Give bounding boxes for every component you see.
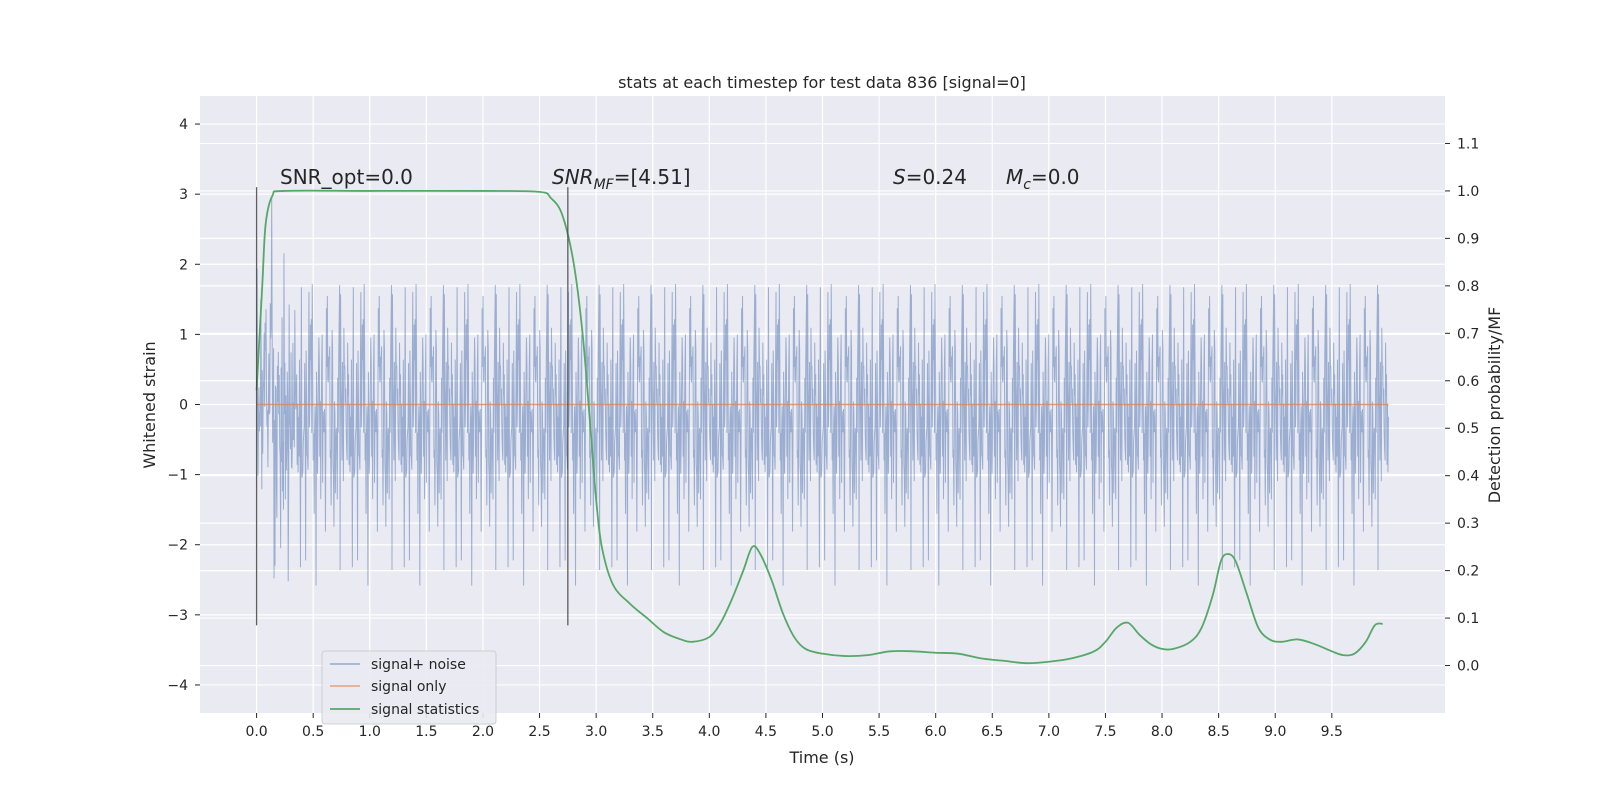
x-tick-label: 1.5 <box>415 724 437 740</box>
y-tick-label: 1 <box>179 327 188 343</box>
series-signal-statistics <box>255 189 1383 665</box>
y2-tick-label: 0.6 <box>1457 374 1479 390</box>
y2-tick-label: 0.1 <box>1457 611 1479 627</box>
y-axis-label: Whitened strain <box>140 341 159 468</box>
x-tick-label: 4.5 <box>755 724 777 740</box>
x-tick-label: 6.0 <box>925 724 947 740</box>
x-axis-ticks: 0.0 0.5 1.0 1.5 2.0 2.5 3.0 3.5 4.0 4.5 5.0 5.5 6.0 6… <box>245 713 1343 740</box>
y2-tick-label: 0.4 <box>1457 469 1479 485</box>
x-tick-label: 3.5 <box>642 724 664 740</box>
y-tick-label: 0 <box>179 398 188 414</box>
x-tick-label: 2.5 <box>528 724 550 740</box>
legend: signal+ noise signal only signal statist… <box>321 650 497 725</box>
annotation-mc-symbol: M <box>1006 165 1023 189</box>
annotation-mc-sub: c <box>1023 177 1031 193</box>
y-tick-label: 2 <box>179 257 188 273</box>
annotation-snr-mf-sub: MF <box>594 177 615 193</box>
x-tick-label: 7.0 <box>1038 724 1060 740</box>
y2-tick-label: 0.2 <box>1457 564 1479 580</box>
legend-label-signal-statistics: signal statistics <box>371 702 479 718</box>
annotation-snr-mf: SNRMF=[4.51] <box>552 165 691 193</box>
x-axis-label: Time (s) <box>788 748 854 767</box>
x-tick-label: 5.0 <box>811 724 833 740</box>
x-tick-label: 6.5 <box>981 724 1003 740</box>
chart-title: stats at each timestep for test data 836… <box>618 73 1026 92</box>
x-tick-label: 0.0 <box>245 724 267 740</box>
x-tick-label: 1.0 <box>359 724 381 740</box>
annotation-snr-mf-value: =[4.51] <box>614 165 691 189</box>
y-tick-label: 4 <box>179 117 188 133</box>
annotation-mc: Mc=0.0 <box>1006 165 1080 193</box>
y-tick-label: −4 <box>167 678 188 694</box>
annotation-snr-mf-base: SNR <box>552 165 594 189</box>
x-tick-label: 2.0 <box>472 724 494 740</box>
y2-tick-label: 0.7 <box>1457 326 1479 342</box>
x-tick-label: 7.5 <box>1094 724 1116 740</box>
x-tick-label: 8.5 <box>1208 724 1230 740</box>
vertical-markers <box>255 187 569 626</box>
x-tick-label: 0.5 <box>302 724 324 740</box>
y2-tick-label: 1.0 <box>1457 184 1479 200</box>
annotation-s: S=0.24 <box>893 165 967 189</box>
y2-axis-ticks: 1.1 1.0 0.9 0.8 0.7 0.6 0.5 0.4 0.3 0.2 0.1 0.0 <box>1445 136 1479 675</box>
legend-label-signal-noise: signal+ noise <box>371 657 466 673</box>
y-tick-label: −3 <box>167 608 188 624</box>
x-tick-label: 3.0 <box>585 724 607 740</box>
x-tick-label: 4.0 <box>698 724 720 740</box>
annotation-mc-value: =0.0 <box>1031 165 1080 189</box>
y-axis-ticks: 4 3 2 1 0 −1 −2 −3 −4 <box>167 117 200 694</box>
y2-tick-label: 0.8 <box>1457 279 1479 295</box>
y2-axis-label: Detection probability/MF <box>1485 307 1504 504</box>
annotation-s-symbol: S <box>893 165 906 189</box>
y-tick-label: −1 <box>167 468 188 484</box>
y2-tick-label: 0.0 <box>1457 659 1479 675</box>
annotation-snr-opt: SNR_opt=0.0 <box>280 165 413 189</box>
x-tick-label: 9.0 <box>1264 724 1286 740</box>
y-tick-label: 3 <box>179 187 188 203</box>
signal-statistics-line <box>255 189 1383 665</box>
y-tick-label: −2 <box>167 538 188 554</box>
legend-box <box>321 650 497 725</box>
y2-tick-label: 0.3 <box>1457 516 1479 532</box>
x-tick-label: 8.0 <box>1151 724 1173 740</box>
legend-label-signal-only: signal only <box>371 679 446 695</box>
y2-tick-label: 0.5 <box>1457 421 1479 437</box>
x-tick-label: 5.5 <box>868 724 890 740</box>
y2-tick-label: 1.1 <box>1457 136 1479 152</box>
x-tick-label: 9.5 <box>1321 724 1343 740</box>
y2-tick-label: 0.9 <box>1457 231 1479 247</box>
annotation-s-value: =0.24 <box>906 165 967 189</box>
